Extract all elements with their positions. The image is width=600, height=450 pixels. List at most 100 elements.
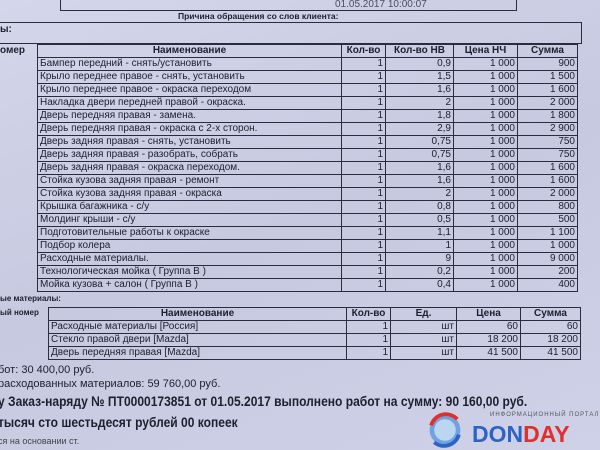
col-sum: Сумма (517, 44, 578, 58)
table-cell: Крышка багажника - с/у (37, 200, 342, 214)
table-cell: Дверь задняя правая - разобрать, собрать (37, 148, 342, 162)
table-cell: 1 (341, 278, 386, 292)
table-cell: 1,5 (385, 70, 454, 84)
table-cell: Стекло правой двери [Mazda] (48, 333, 347, 347)
col-name: Наименование (37, 44, 342, 58)
table-cell: 1 000 (453, 213, 518, 227)
table-cell: 1 (341, 200, 386, 214)
table-cell: 1 000 (453, 57, 518, 71)
table-cell: 1 000 (453, 161, 518, 175)
table-cell: 1 800 (517, 109, 578, 123)
table-cell: 1,6 (385, 174, 454, 188)
table-cell: 18 200 (520, 333, 581, 347)
table-cell: 0,75 (385, 135, 454, 149)
brand-part-don: DON (472, 421, 524, 447)
table-cell: Молдинг крыши - с/у (37, 213, 342, 227)
col-qty: Кол-во (341, 44, 386, 58)
materials-number-label: ый номер (0, 308, 39, 317)
table-cell: 1 600 (517, 174, 578, 188)
table-cell: 9 (385, 252, 454, 266)
col-qty: Кол-во (346, 307, 391, 321)
table-cell: 1 (341, 265, 386, 279)
order-datetime: 01.05.2017 10:00:07 (335, 0, 427, 10)
table-cell: 1 (341, 83, 386, 97)
table-cell: 1 (341, 148, 386, 162)
table-cell: 1 100 (517, 226, 578, 240)
works-total: бот: 30 400,00 руб. (0, 364, 95, 376)
brand-name: DONDAY (472, 421, 570, 447)
table-row: Дверь передняя правая [Mazda] 1 шт 41 500 41… (48, 346, 581, 360)
materials-section-label: ые материалы: (0, 294, 61, 303)
number-column-label: омер (0, 45, 26, 56)
col-price: Цена (456, 307, 521, 321)
table-cell: 1 500 (517, 70, 578, 84)
section-label: ы: (0, 24, 12, 35)
table-cell: 1 000 (453, 265, 518, 279)
table-row: Крышка багажника - с/у 1 0,8 1 000 800 (37, 200, 578, 214)
table-cell: 18 200 (456, 333, 521, 347)
table-row: Подготовительные работы к окраске 1 1,1 1 0… (37, 226, 578, 240)
order-total-line: у Заказ-наряду № ПТ0000173851 от 01.05.2… (0, 393, 528, 409)
table-cell: 1,6 (385, 161, 454, 175)
table-cell: 1 000 (453, 239, 518, 253)
table-cell: Расходные материалы [Россия] (48, 320, 347, 334)
table-cell: 1 (341, 187, 386, 201)
footnote: ся на основании ст. (0, 436, 80, 446)
table-cell: шт (390, 333, 457, 347)
table-cell: 1 (341, 109, 386, 123)
table-cell: 0,4 (385, 278, 454, 292)
table-cell: 60 (520, 320, 581, 334)
table-cell: 1 (341, 135, 386, 149)
table-cell: 60 (456, 320, 521, 334)
table-cell: шт (390, 346, 457, 360)
table-cell: 2 (385, 187, 454, 201)
table-cell: Стойка кузова задняя правая - окраска (37, 187, 342, 201)
table-cell: Бампер передний - снять/установить (37, 57, 342, 71)
table-cell: 1 (341, 213, 386, 227)
table-cell: 2 (385, 96, 454, 110)
table-cell: 2 900 (517, 122, 578, 136)
table-cell: 900 (517, 57, 578, 71)
table-cell: 1 (341, 161, 386, 175)
table-row: Подбор колера 1 1 1 000 1 000 (37, 239, 578, 253)
table-cell: 1 (346, 333, 391, 347)
table-cell: Расходные материалы. (37, 252, 342, 266)
col-unit: Ед. (390, 307, 457, 321)
table-cell: 2 000 (517, 187, 578, 201)
table-row: Стойка кузова задняя правая - ремонт 1 1,6… (37, 174, 578, 188)
table-cell: 1 (341, 226, 386, 240)
table-cell: Подбор колера (37, 239, 342, 253)
table-cell: Подготовительные работы к окраске (37, 226, 342, 240)
total-in-words: тысяч сто шестьдесят рублей 00 копеек (0, 414, 238, 430)
col-hours: Кол-во НВ (385, 44, 454, 58)
table-cell: 1,6 (385, 83, 454, 97)
table-cell: 200 (517, 265, 578, 279)
table-cell: 0,5 (385, 213, 454, 227)
table-row: Молдинг крыши - с/у 1 0,5 1 000 500 (37, 213, 578, 227)
table-row: Стойка кузова задняя правая - окраска 1 2 1… (37, 187, 578, 201)
table-cell: Дверь передняя правая [Mazda] (48, 346, 347, 360)
table-cell: 1 (341, 96, 386, 110)
table-row: Дверь задняя правая - окраска переходом.… (37, 161, 578, 175)
table-cell: 1 (341, 252, 386, 266)
table-cell: 1 000 (453, 148, 518, 162)
table-cell: 1 000 (453, 135, 518, 149)
table-row: Дверь передняя правая - окраска с 2-х ст… (37, 122, 578, 136)
table-cell: 1 000 (453, 226, 518, 240)
table-row: Технологическая мойка ( Группа В ) 1 0,2 1 … (37, 265, 578, 279)
table-cell: шт (390, 320, 457, 334)
table-cell: 9 000 (517, 252, 578, 266)
table-cell: 1 (346, 346, 391, 360)
table-cell: 1 000 (453, 70, 518, 84)
col-sum: Сумма (520, 307, 581, 321)
donday-watermark-logo: ИНФОРМАЦИОННЫЙ ПОРТАЛ DONDAY (420, 410, 600, 450)
table-cell: 1 000 (453, 278, 518, 292)
table-cell: 1,1 (385, 226, 454, 240)
table-cell: 1 000 (453, 174, 518, 188)
brand-part-day: DAY (523, 421, 570, 447)
table-cell: 0,8 (385, 200, 454, 214)
table-cell: 800 (517, 200, 578, 214)
table-cell: 1 000 (453, 187, 518, 201)
table-cell: 1 000 (453, 83, 518, 97)
